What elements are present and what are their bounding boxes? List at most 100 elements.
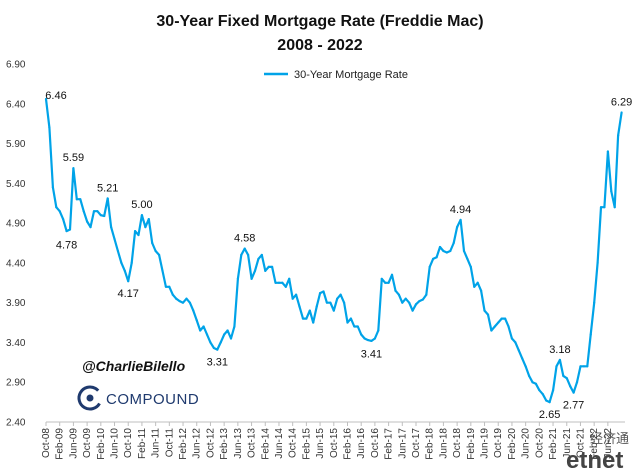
data-point (432, 257, 435, 261)
x-tick-label: Jun-12 (192, 428, 203, 459)
data-point (123, 269, 126, 272)
data-point (226, 329, 229, 332)
data-label: 5.59 (63, 152, 84, 164)
data-label: 4.17 (118, 288, 139, 300)
data-point (195, 319, 198, 322)
data-point (503, 317, 507, 320)
x-tick-label: Feb-13 (219, 428, 230, 460)
x-tick-label: Feb-20 (507, 428, 518, 460)
data-point (271, 265, 274, 268)
data-label: 3.31 (207, 357, 228, 369)
x-tick-label: Oct-17 (411, 428, 422, 458)
data-point (250, 277, 253, 280)
x-tick-label: Jun-09 (68, 428, 79, 459)
x-tick-label: Oct-18 (452, 428, 463, 458)
data-label: 4.94 (450, 204, 471, 216)
data-point (264, 269, 267, 272)
y-tick-label: 4.90 (6, 219, 26, 230)
data-point (490, 329, 493, 332)
y-tick-label: 5.40 (6, 179, 26, 190)
y-tick-label: 5.90 (6, 139, 26, 150)
data-point (620, 111, 623, 114)
x-tick-label: Feb-09 (55, 428, 66, 460)
data-point (466, 257, 469, 261)
watermark-etnet: etnet (566, 447, 623, 474)
data-point (257, 257, 260, 261)
data-point (223, 333, 226, 336)
data-point (164, 285, 168, 288)
x-tick-label: Feb-12 (178, 428, 189, 460)
x-tick-label: Feb-17 (384, 428, 395, 460)
x-tick-label: Oct-21 (575, 428, 586, 458)
x-tick-label: Feb-22 (589, 428, 600, 460)
x-tick-label: Oct-15 (329, 428, 340, 458)
x-tick-label: Feb-18 (425, 428, 436, 460)
data-point (531, 381, 534, 384)
data-point (178, 299, 181, 303)
x-tick-label: Jun-21 (562, 428, 573, 459)
data-point (295, 293, 298, 296)
data-point (394, 289, 397, 292)
data-point (209, 341, 212, 344)
data-point (558, 358, 562, 362)
data-point (404, 297, 407, 300)
y-tick-label: 3.90 (6, 298, 26, 309)
data-point (384, 281, 387, 284)
x-tick-label: Jun-20 (521, 428, 532, 459)
data-point (551, 389, 555, 392)
y-tick-label: 3.40 (6, 338, 26, 349)
data-label: 2.77 (563, 400, 584, 412)
data-point (401, 301, 404, 304)
data-point (236, 277, 239, 280)
data-point (562, 374, 565, 377)
data-point (603, 206, 606, 209)
data-point (521, 357, 524, 360)
data-point (408, 301, 411, 304)
data-point (99, 214, 102, 217)
compound-c-logo-icon (77, 385, 103, 411)
data-point (62, 218, 65, 221)
data-point (497, 321, 500, 324)
annotations-group: 6.46 5.59 4.78 5.21 4.17 5.00 3.31 4.58 3.41 4.94… (45, 90, 632, 421)
x-tick-label: Jun-17 (397, 428, 408, 459)
x-tick-label: Oct-19 (493, 428, 504, 458)
data-point (267, 265, 270, 268)
data-point (106, 197, 109, 200)
data-point (140, 214, 144, 217)
data-point (116, 249, 120, 253)
data-point (233, 325, 236, 328)
x-tick-label: Feb-21 (548, 428, 559, 460)
x-tick-label: Oct-12 (205, 428, 216, 458)
data-point (288, 277, 291, 280)
data-point (462, 249, 466, 253)
x-tick-label: Jun-19 (480, 428, 491, 459)
data-point (493, 325, 496, 328)
data-point (188, 301, 191, 304)
data-point (305, 317, 308, 320)
x-tick-label: Feb-16 (342, 428, 353, 460)
x-tick-label: Feb-14 (260, 428, 271, 460)
data-point (435, 256, 438, 259)
data-point (356, 325, 359, 328)
data-point (452, 241, 455, 245)
x-tick-label: Oct-16 (370, 428, 381, 458)
data-point (370, 339, 373, 342)
company-name: COMPOUND (106, 391, 199, 408)
data-label: 6.29 (611, 97, 632, 109)
author-handle: @CharlieBilello (82, 358, 186, 374)
data-point (181, 301, 185, 304)
x-tick-label: Feb-11 (137, 428, 148, 459)
data-point (524, 365, 527, 368)
data-point (199, 329, 202, 332)
data-point (284, 285, 287, 288)
data-point (541, 393, 544, 396)
data-point (500, 317, 503, 320)
data-point (510, 337, 514, 340)
x-tick-label: Feb-19 (466, 428, 477, 460)
x-tick-label: Oct-20 (534, 428, 545, 458)
data-point (253, 269, 257, 272)
data-point (593, 301, 596, 304)
data-point (579, 365, 582, 368)
data-point (572, 391, 575, 394)
